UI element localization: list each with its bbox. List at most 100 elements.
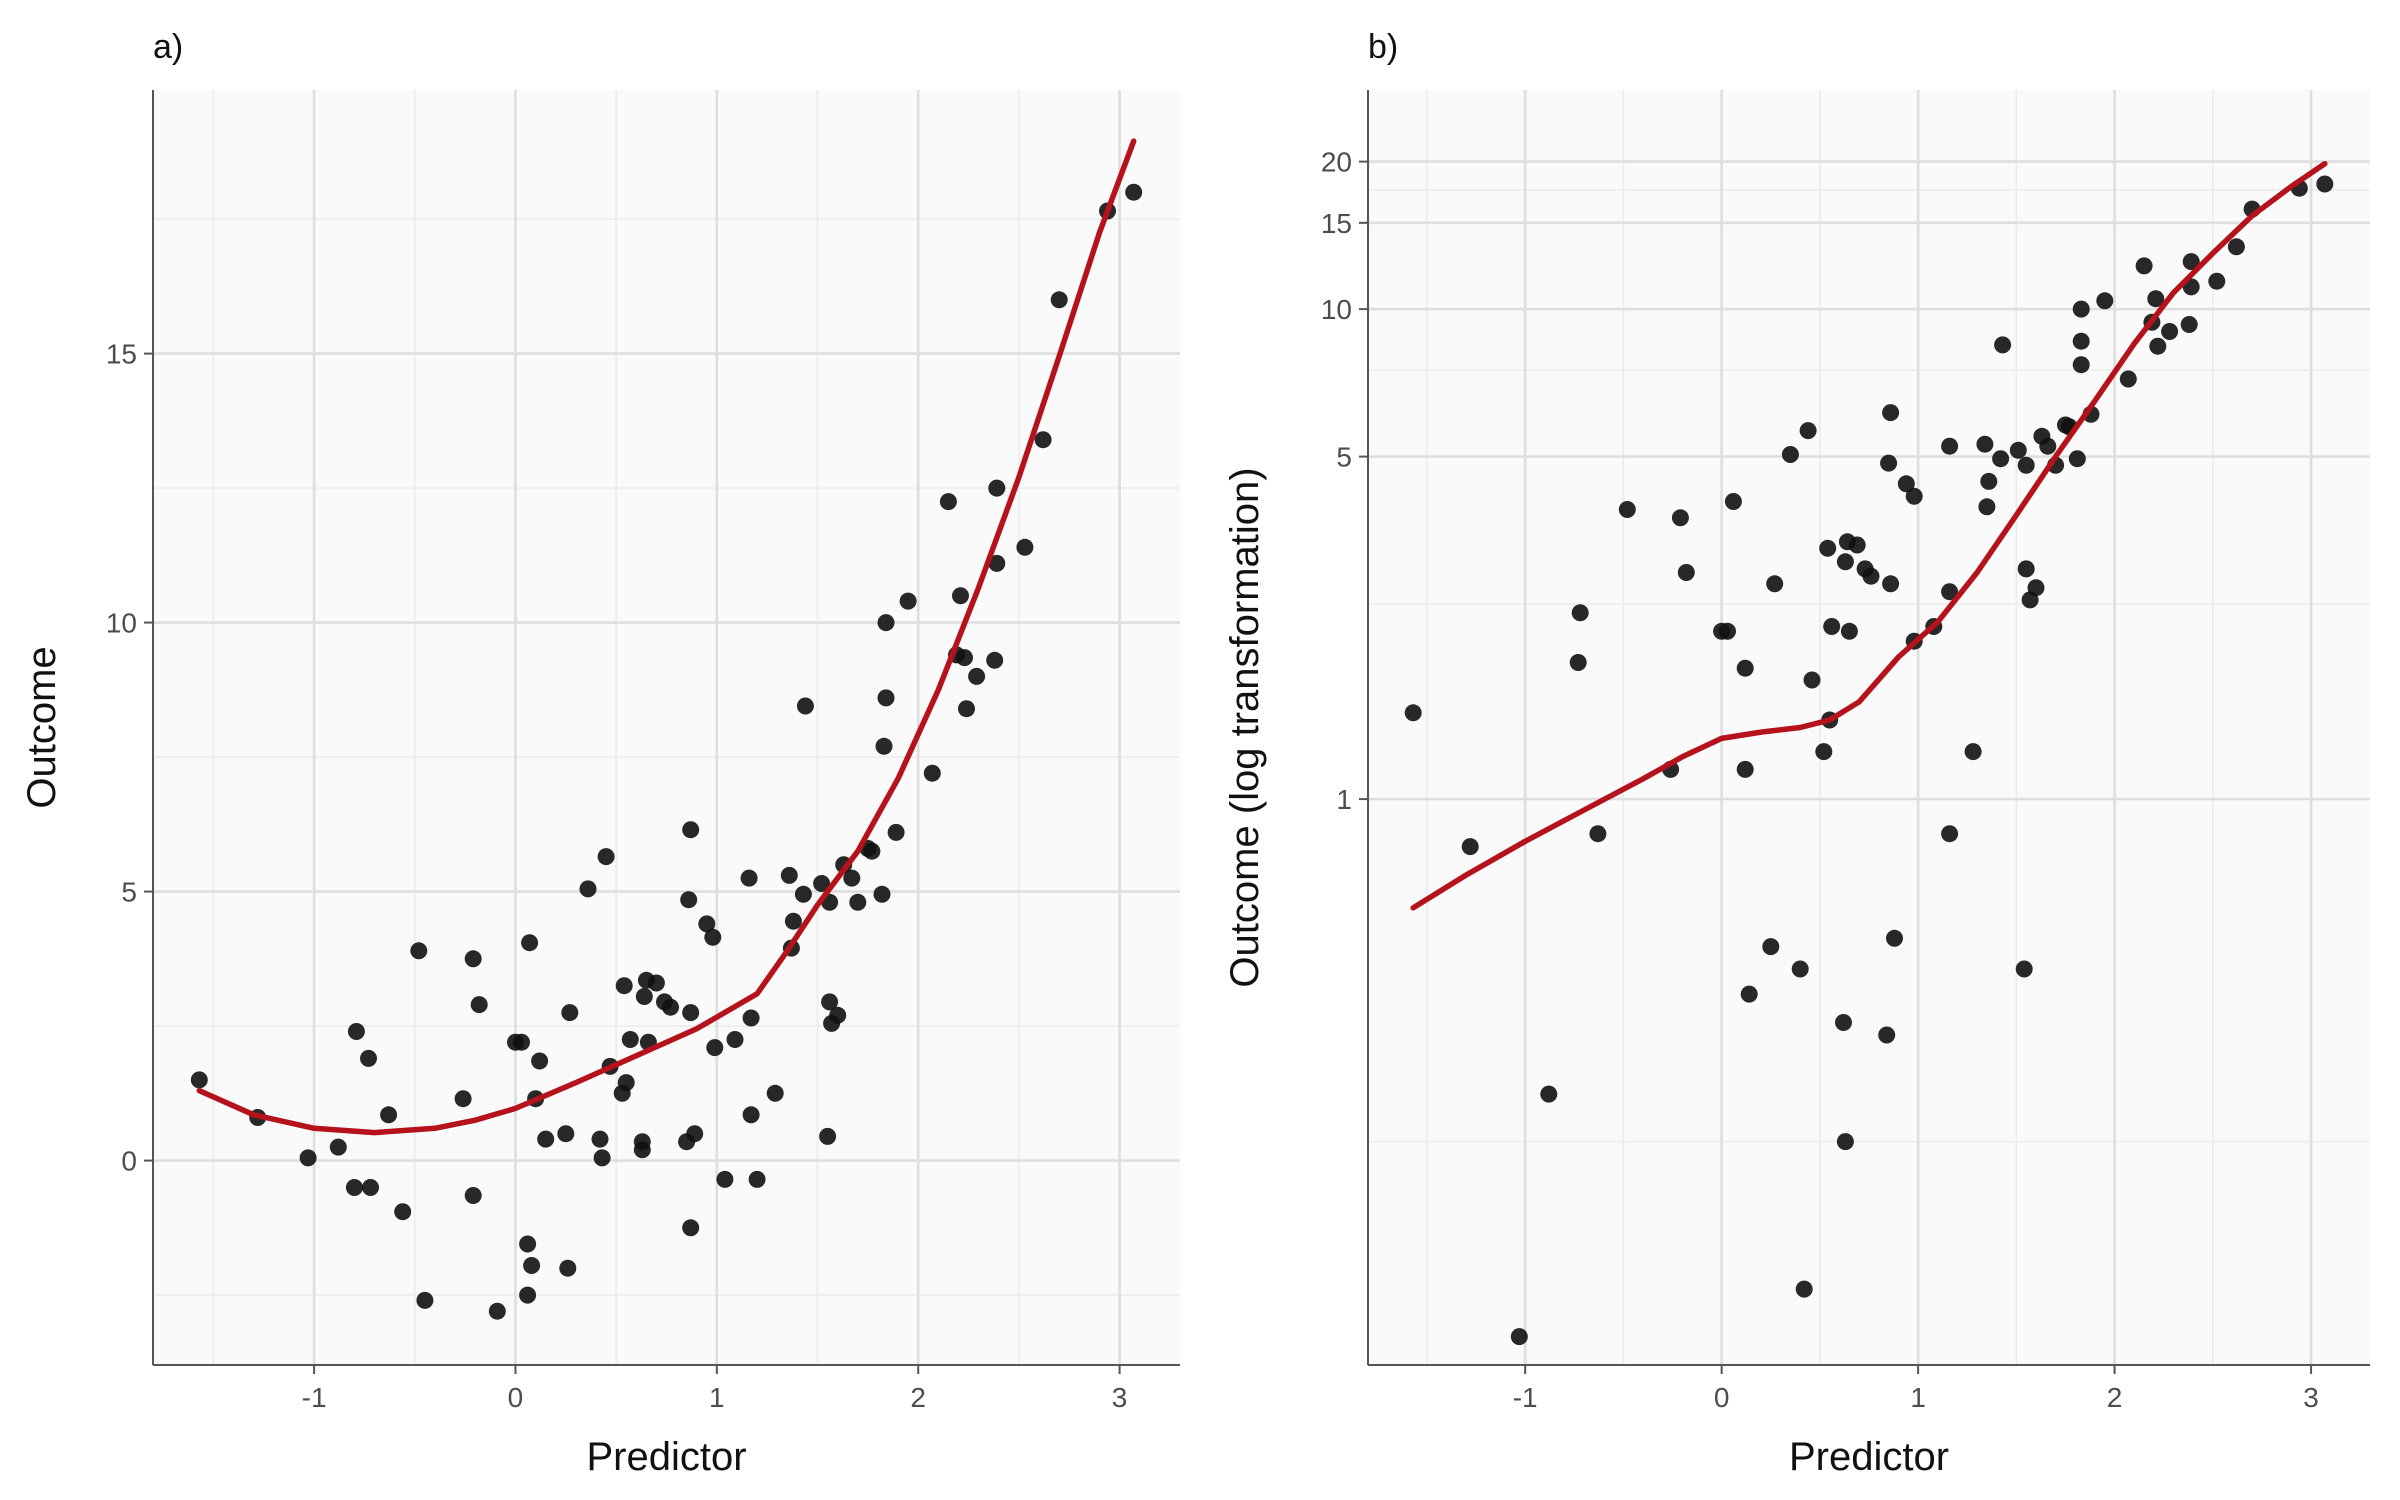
data-point [662, 998, 679, 1016]
data-point [635, 988, 653, 1005]
data-point [829, 1006, 847, 1024]
data-point [2119, 370, 2137, 388]
data-point [939, 493, 957, 511]
panel-label: b) [1368, 28, 1398, 66]
data-point [521, 934, 539, 952]
data-point [1835, 1014, 1852, 1031]
data-point [819, 1127, 837, 1145]
data-point [2039, 437, 2057, 455]
data-point [704, 928, 722, 946]
data-point [1050, 291, 1068, 309]
data-point [2072, 356, 2090, 374]
data-point [1618, 501, 1636, 518]
data-point [2068, 450, 2086, 468]
data-point [698, 915, 716, 933]
data-point [2017, 560, 2035, 578]
data-point [561, 1004, 579, 1022]
data-point [1677, 564, 1695, 581]
data-point [2015, 960, 2033, 978]
x-tick-label: 1 [709, 1382, 725, 1413]
data-point [794, 885, 812, 903]
data-point [1978, 498, 1996, 516]
y-tick-label: 15 [1321, 208, 1352, 239]
data-point [1569, 654, 1587, 671]
data-point [1836, 553, 1854, 571]
data-point [1461, 838, 1479, 856]
data-point [1671, 509, 1689, 527]
data-point [617, 1074, 635, 1092]
data-point [523, 1257, 541, 1274]
data-point [742, 1106, 760, 1124]
data-point [813, 875, 831, 892]
data-point [1882, 404, 1900, 422]
data-point [1980, 472, 1998, 490]
data-point [766, 1084, 784, 1102]
data-point [1571, 604, 1589, 622]
data-point [347, 1023, 365, 1040]
x-tick-label: 2 [910, 1382, 926, 1413]
data-point [557, 1125, 575, 1143]
x-axis-title: Predictor [1789, 1435, 1949, 1479]
data-point [1795, 1280, 1813, 1298]
data-point [470, 996, 488, 1014]
data-point [1736, 760, 1754, 778]
data-point [2227, 238, 2245, 256]
data-point [2096, 292, 2114, 310]
data-point [1815, 743, 1833, 761]
data-point [1740, 985, 1758, 1003]
data-point [647, 974, 665, 992]
data-point [784, 912, 802, 930]
data-point [597, 848, 615, 866]
data-point [843, 869, 861, 887]
x-tick-label: 0 [1714, 1382, 1730, 1413]
data-point [748, 1170, 766, 1188]
data-point [1836, 1133, 1854, 1151]
data-point [2208, 272, 2226, 290]
y-tick-label: 0 [121, 1146, 137, 1177]
data-point [559, 1259, 577, 1277]
data-point [2017, 456, 2035, 474]
data-point [1589, 825, 1607, 843]
data-point [877, 614, 895, 632]
data-point [190, 1071, 208, 1089]
data-point [1736, 659, 1754, 677]
data-point [1819, 539, 1837, 557]
data-point [329, 1138, 347, 1156]
data-point [877, 689, 895, 707]
panel-background [1368, 90, 2370, 1365]
y-tick-label: 5 [1336, 442, 1352, 473]
data-point [873, 885, 891, 903]
y-tick-label: 10 [1321, 294, 1352, 325]
data-point [742, 1009, 760, 1027]
y-axis-title: Outcome (log transformation) [1223, 467, 1267, 987]
data-point [1840, 622, 1858, 640]
data-point [952, 587, 969, 605]
data-point [464, 950, 482, 968]
smooth-fit-line [1410, 160, 2328, 911]
data-point [345, 1179, 363, 1196]
data-point [380, 1106, 398, 1124]
data-point [988, 554, 1006, 572]
data-point [416, 1291, 434, 1309]
data-point [1848, 536, 1866, 554]
data-point [1941, 437, 1959, 455]
data-point [1766, 575, 1784, 593]
x-tick-label: 2 [2107, 1382, 2123, 1413]
data-point [958, 700, 975, 718]
data-point [1880, 454, 1898, 472]
y-tick-label: 10 [106, 608, 137, 639]
data-point [410, 942, 428, 960]
y-tick-label: 20 [1321, 147, 1352, 178]
data-point [591, 1130, 609, 1148]
data-point [1976, 435, 1994, 453]
data-point [1540, 1085, 1558, 1103]
y-tick-label: 15 [106, 339, 137, 370]
data-point [1799, 422, 1817, 440]
x-axis-title: Predictor [586, 1435, 746, 1479]
data-point [988, 479, 1006, 497]
data-point [1762, 938, 1780, 956]
x-tick-label: 3 [1112, 1382, 1128, 1413]
y-tick-label: 5 [121, 877, 137, 908]
data-point [488, 1302, 506, 1320]
data-point [968, 667, 986, 685]
